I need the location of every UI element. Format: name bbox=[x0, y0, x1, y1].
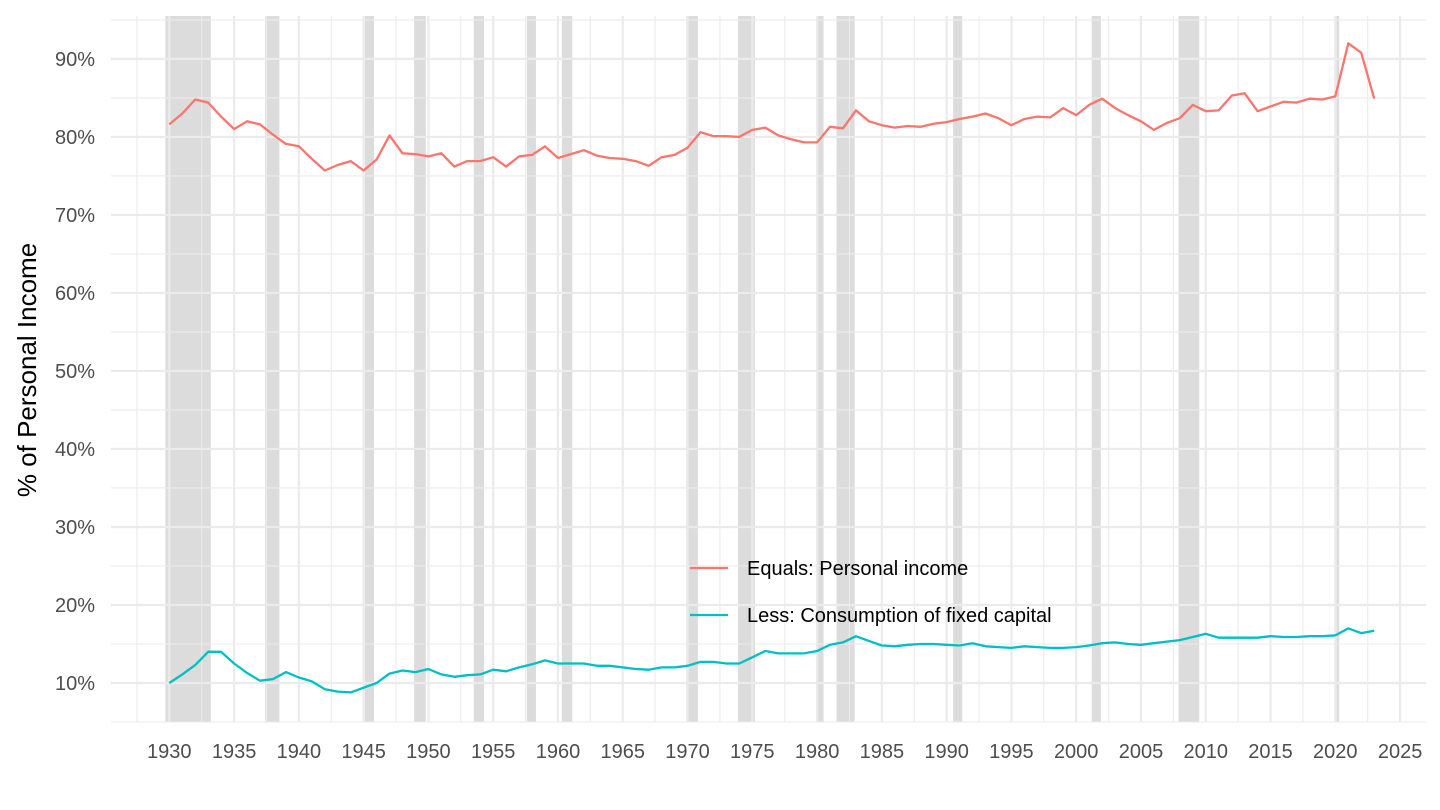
x-tick-label: 1965 bbox=[600, 741, 645, 763]
x-axis-ticks: 1930 1935 1940 1945 1950 1955 1960 1965 1970 1975… bbox=[147, 741, 1422, 763]
series-line bbox=[168, 42, 1376, 172]
y-axis-label: % of Personal Income bbox=[12, 243, 42, 497]
recession-band bbox=[817, 16, 824, 722]
recession-band bbox=[414, 16, 426, 722]
y-tick-label: 40% bbox=[55, 439, 95, 461]
recession-band bbox=[364, 16, 374, 722]
y-tick-label: 60% bbox=[55, 283, 95, 305]
x-tick-label: 1980 bbox=[795, 741, 840, 763]
x-tick-label: 2000 bbox=[1054, 741, 1099, 763]
x-tick-label: 1955 bbox=[471, 741, 516, 763]
x-tick-label: 1975 bbox=[730, 741, 775, 763]
y-tick-label: 20% bbox=[55, 595, 95, 617]
x-tick-label: 1940 bbox=[277, 741, 322, 763]
legend-label: Less: Consumption of fixed capital bbox=[747, 605, 1052, 627]
y-tick-label: 90% bbox=[55, 49, 95, 71]
series-line bbox=[168, 627, 1375, 694]
y-tick-label: 70% bbox=[55, 205, 95, 227]
x-tick-label: 1960 bbox=[536, 741, 581, 763]
x-tick-label: 1970 bbox=[665, 741, 710, 763]
x-tick-label: 2020 bbox=[1313, 741, 1358, 763]
recession-band bbox=[1091, 16, 1101, 722]
x-tick-label: 1985 bbox=[860, 741, 905, 763]
recession-band bbox=[738, 16, 755, 722]
recession-band bbox=[526, 16, 536, 722]
recession-band bbox=[473, 16, 485, 722]
recession-band bbox=[1336, 16, 1340, 722]
x-tick-label: 1990 bbox=[924, 741, 969, 763]
recession-band bbox=[265, 16, 280, 722]
y-axis-ticks: 10% 20% 30% 40% 50% 60% 70% 80% 90% bbox=[55, 49, 95, 695]
y-tick-label: 30% bbox=[55, 517, 95, 539]
x-tick-label: 2005 bbox=[1119, 741, 1164, 763]
recession-band bbox=[1178, 16, 1200, 722]
series-lines bbox=[168, 42, 1376, 694]
y-tick-label: 10% bbox=[55, 673, 95, 695]
x-tick-label: 1930 bbox=[147, 741, 192, 763]
x-tick-label: 2015 bbox=[1248, 741, 1293, 763]
legend-label: Equals: Personal income bbox=[747, 558, 968, 580]
recession-band bbox=[836, 16, 855, 722]
x-tick-label: 1950 bbox=[406, 741, 451, 763]
y-tick-label: 50% bbox=[55, 361, 95, 383]
x-tick-label: 2025 bbox=[1378, 741, 1423, 763]
recession-band bbox=[686, 16, 698, 722]
recession-shading bbox=[165, 16, 1340, 722]
legend: Equals: Personal income Less: Consumption… bbox=[690, 558, 1052, 627]
y-tick-label: 80% bbox=[55, 127, 95, 149]
x-tick-label: 1935 bbox=[212, 741, 257, 763]
recession-band bbox=[561, 16, 573, 722]
x-tick-label: 2010 bbox=[1184, 741, 1229, 763]
grid-lines bbox=[111, 16, 1426, 723]
x-tick-label: 1995 bbox=[989, 741, 1034, 763]
x-tick-label: 1945 bbox=[341, 741, 386, 763]
recession-band bbox=[953, 16, 963, 722]
